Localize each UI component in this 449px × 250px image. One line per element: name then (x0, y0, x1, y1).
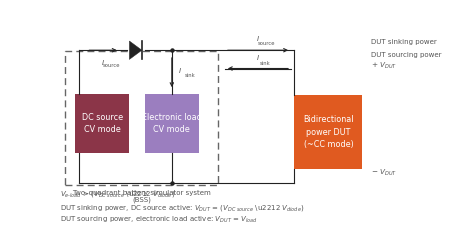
Text: $I$: $I$ (178, 66, 182, 75)
Bar (65, 51, 218, 185)
Text: + $V_{DUT}$: + $V_{DUT}$ (371, 61, 397, 72)
Bar (145, 94, 199, 153)
Text: $I$: $I$ (256, 53, 260, 62)
Polygon shape (129, 41, 142, 60)
Text: DUT sourcing power: DUT sourcing power (371, 52, 441, 58)
Text: $I$: $I$ (256, 34, 260, 42)
Text: source: source (258, 41, 275, 46)
Text: Two–quadrant battery simulator system
(BSS): Two–quadrant battery simulator system (B… (72, 190, 211, 203)
Text: DUT sinking power: DUT sinking power (371, 40, 437, 46)
Text: $I$: $I$ (101, 58, 105, 67)
Text: source: source (103, 63, 120, 68)
Text: DUT sourcing power, electronic load active: $V_{DUT}$ = $V_{load}$: DUT sourcing power, electronic load acti… (60, 215, 257, 225)
Text: Electronic load
CV mode: Electronic load CV mode (142, 112, 202, 134)
Bar (75, 94, 129, 153)
Text: Bidirectional
power DUT
(~CC mode): Bidirectional power DUT (~CC mode) (303, 115, 354, 149)
Text: DUT sinking power, DC source active: $V_{DUT}$ = ($V_{DC\ source}$ \u2212 $V_{di: DUT sinking power, DC source active: $V_… (60, 203, 304, 213)
Text: $-$ $V_{DUT}$: $-$ $V_{DUT}$ (371, 168, 397, 178)
Text: sink: sink (260, 60, 270, 66)
Text: $V_{e\text{-}load}$ > ($V_{DC\ source}$ \u2212 $V_{diode}$): $V_{e\text{-}load}$ > ($V_{DC\ source}$ … (60, 189, 175, 199)
Bar (295, 96, 362, 168)
Text: DC source
CV mode: DC source CV mode (82, 112, 123, 134)
Text: sink: sink (185, 73, 196, 78)
